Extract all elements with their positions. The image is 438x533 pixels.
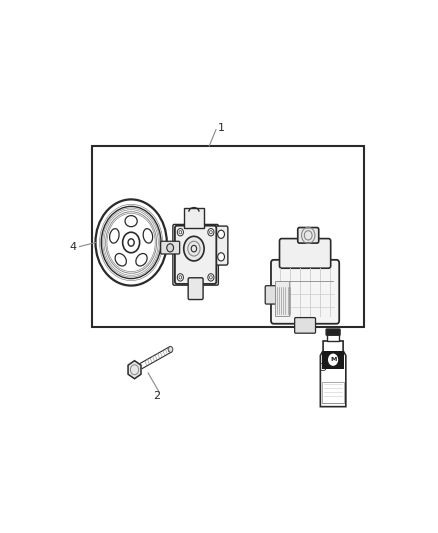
Text: 4: 4 bbox=[70, 241, 77, 252]
FancyBboxPatch shape bbox=[188, 278, 203, 300]
Bar bbox=[327, 334, 339, 341]
Ellipse shape bbox=[125, 216, 137, 227]
Bar bbox=[92, 146, 364, 327]
FancyBboxPatch shape bbox=[298, 228, 319, 243]
Text: 1: 1 bbox=[218, 123, 225, 133]
Circle shape bbox=[167, 244, 173, 252]
Text: 2: 2 bbox=[153, 391, 160, 401]
Circle shape bbox=[177, 229, 184, 236]
Circle shape bbox=[218, 230, 225, 238]
FancyBboxPatch shape bbox=[271, 260, 339, 324]
Ellipse shape bbox=[110, 229, 119, 243]
FancyBboxPatch shape bbox=[265, 286, 276, 304]
FancyBboxPatch shape bbox=[173, 224, 219, 285]
Circle shape bbox=[218, 253, 225, 261]
Ellipse shape bbox=[136, 254, 147, 266]
FancyBboxPatch shape bbox=[175, 225, 216, 284]
Circle shape bbox=[208, 273, 214, 281]
FancyBboxPatch shape bbox=[326, 329, 340, 335]
FancyBboxPatch shape bbox=[279, 239, 331, 268]
Bar bbox=[322, 351, 344, 368]
Bar bbox=[276, 281, 289, 317]
Polygon shape bbox=[128, 361, 141, 379]
Circle shape bbox=[184, 236, 204, 261]
Bar bbox=[184, 208, 204, 228]
Ellipse shape bbox=[143, 229, 153, 243]
Circle shape bbox=[168, 346, 173, 352]
Text: 3: 3 bbox=[319, 362, 326, 373]
Circle shape bbox=[328, 353, 338, 366]
Circle shape bbox=[177, 273, 184, 281]
Ellipse shape bbox=[115, 254, 127, 266]
Polygon shape bbox=[320, 341, 346, 407]
FancyBboxPatch shape bbox=[212, 226, 228, 265]
Circle shape bbox=[208, 229, 214, 236]
Bar bbox=[322, 382, 344, 403]
FancyBboxPatch shape bbox=[295, 318, 315, 333]
Text: M: M bbox=[330, 357, 336, 362]
FancyBboxPatch shape bbox=[161, 241, 180, 254]
